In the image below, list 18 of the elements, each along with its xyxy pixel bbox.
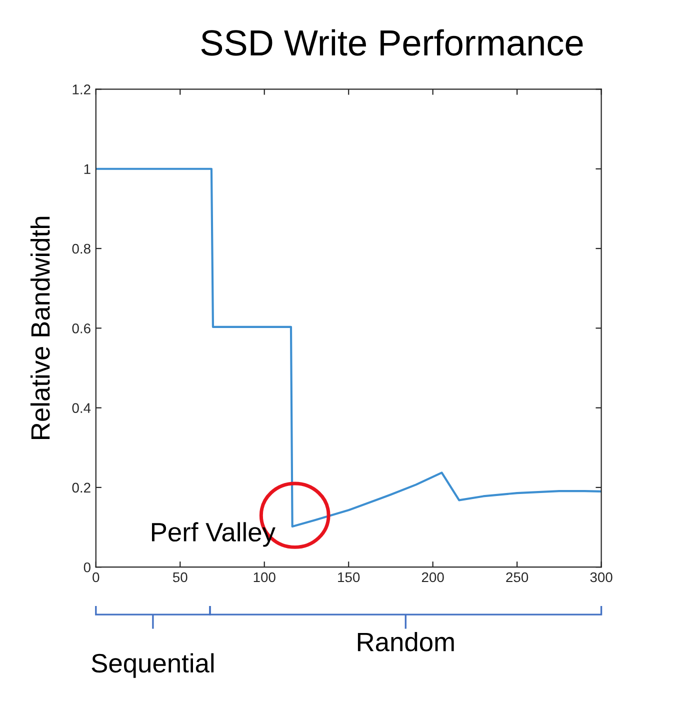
x-tick-label: 300 <box>590 572 612 582</box>
x-tick-label: 50 <box>172 572 188 582</box>
y-tick-label: 1.2 <box>72 84 90 94</box>
x-tick-label: 150 <box>338 572 360 582</box>
y-tick-label: 0.8 <box>72 244 90 254</box>
y-tick-label: 0.4 <box>72 403 91 413</box>
chart-title: SSD Write Performance <box>201 29 583 56</box>
y-tick-label: 0 <box>84 562 90 572</box>
x-tick-label: 250 <box>506 572 528 582</box>
text: Random <box>358 632 454 652</box>
x-tick-label: 100 <box>254 572 276 582</box>
y-tick-label: 0.6 <box>72 323 90 334</box>
x-tick-label: 200 <box>422 572 444 582</box>
text: Sequential <box>92 653 214 678</box>
y-tick-label: 0.2 <box>72 482 90 493</box>
x-tick-label: 0 <box>92 572 100 582</box>
y-axis-title: Relative Bandwidth <box>30 216 50 439</box>
y-tick-label: 1 <box>84 164 90 174</box>
